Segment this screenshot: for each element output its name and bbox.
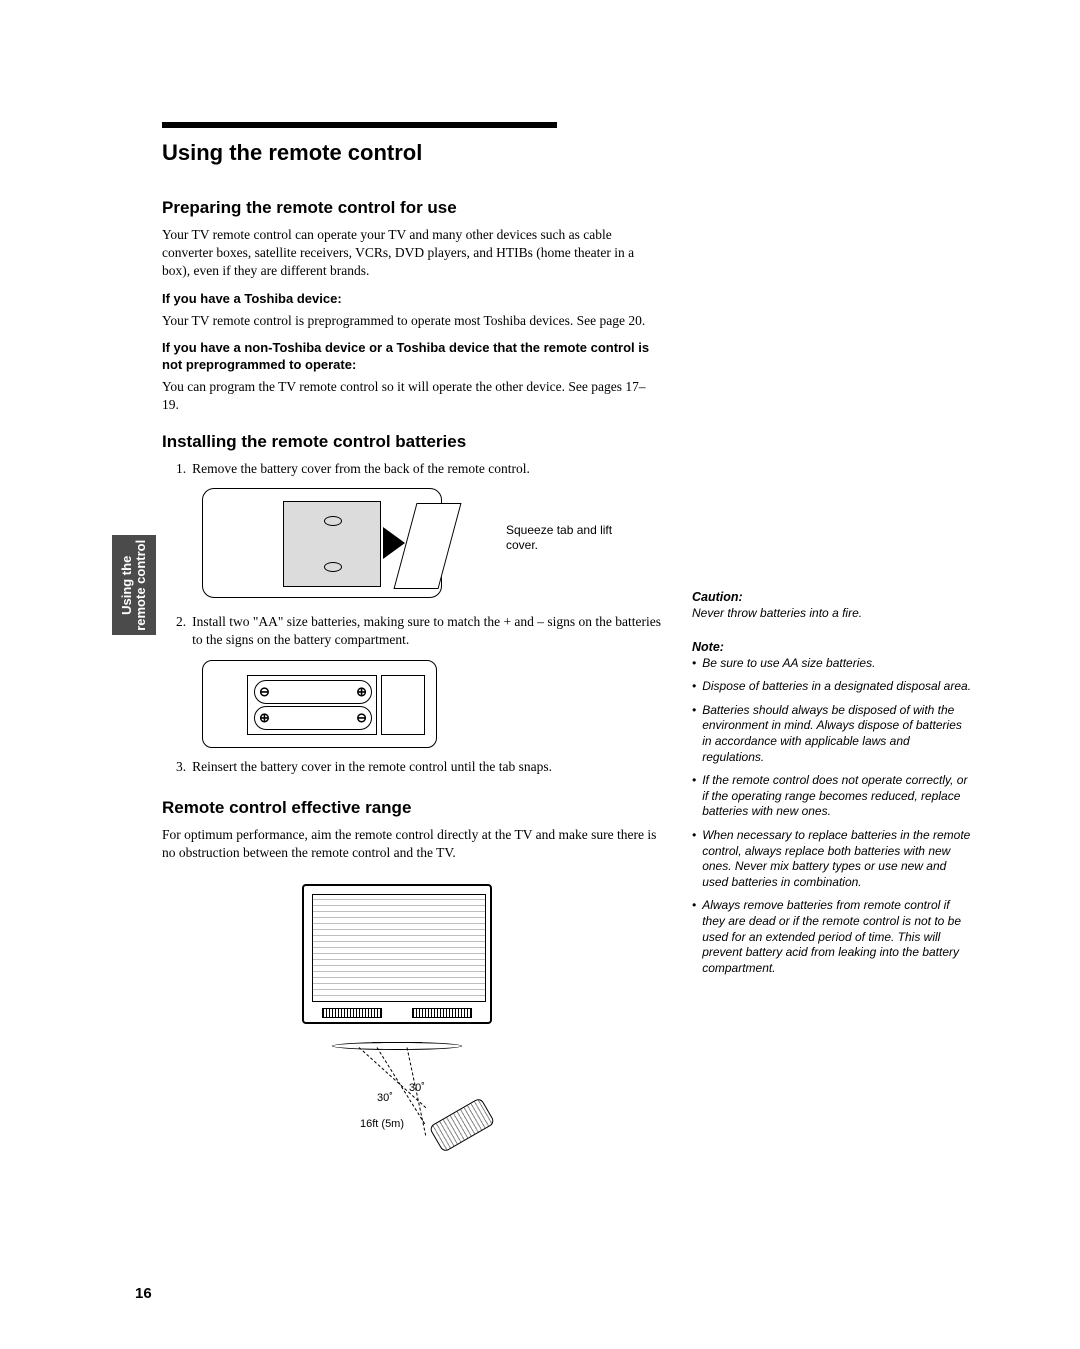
sidebar-tab: Using the remote control (112, 535, 156, 635)
bullet-dot-icon: • (692, 773, 696, 820)
prepare-intro: Your TV remote control can operate your … (162, 226, 662, 281)
caution-heading: Caution: (692, 590, 972, 604)
note-b1: Dispose of batteries in a designated dis… (702, 679, 971, 695)
battery-panel (283, 501, 381, 587)
distance-label: 16ft (5m) (360, 1118, 404, 1130)
plus-icon: ⊕ (356, 684, 367, 700)
prepare-sub1-text: Your TV remote control is preprogrammed … (162, 312, 662, 330)
tab-top-icon (324, 516, 342, 526)
tab-bottom-icon (324, 562, 342, 572)
install-step-1: 1. Remove the battery cover from the bac… (162, 460, 662, 478)
battery-well: ⊖⊕ ⊕⊖ (247, 675, 377, 735)
chapter-title: Using the remote control (162, 140, 662, 166)
chapter-rule (162, 122, 557, 128)
note-bullet: •When necessary to replace batteries in … (692, 828, 972, 890)
sidebar-tab-text: Using the remote control (120, 539, 149, 630)
note-b3: If the remote control does not operate c… (702, 773, 972, 820)
caution-block: Caution: Never throw batteries into a fi… (692, 590, 972, 622)
prepare-sub1-heading: If you have a Toshiba device: (162, 291, 662, 308)
bullet-dot-icon: • (692, 828, 696, 890)
note-b4: When necessary to replace batteries in t… (702, 828, 972, 890)
battery-row-top: ⊖⊕ (254, 680, 372, 704)
note-bullet: •Always remove batteries from remote con… (692, 898, 972, 976)
side-column: Caution: Never throw batteries into a fi… (692, 590, 972, 994)
bullet-dot-icon: • (692, 898, 696, 976)
caution-text: Never throw batteries into a fire. (692, 606, 972, 622)
note-block: Note: • Be sure to use AA size batteries.… (692, 640, 972, 977)
list-num: 3. (176, 758, 186, 776)
prepare-heading: Preparing the remote control for use (162, 198, 662, 218)
install-step3-text: Reinsert the battery cover in the remote… (192, 758, 552, 776)
figure-batteries: ⊖⊕ ⊕⊖ (202, 660, 662, 748)
figure-tv-range: 30˚ 30˚ 16ft (5m) (242, 872, 662, 1152)
lid-open (381, 675, 425, 735)
tv-screen (312, 894, 486, 1002)
note-b2: Batteries should always be disposed of w… (702, 703, 972, 765)
figure-callout: Squeeze tab and lift cover. (506, 523, 636, 553)
install-step2-text: Install two "AA" size batteries, making … (192, 613, 662, 649)
angle-left-label: 30˚ (377, 1092, 393, 1104)
note-b0: Be sure to use AA size batteries. (702, 656, 875, 672)
remote-batteries-outline: ⊖⊕ ⊕⊖ (202, 660, 437, 748)
note-bullet: • Dispose of batteries in a designated di… (692, 679, 972, 695)
bullet-dot-icon: • (692, 679, 696, 695)
list-num: 1. (176, 460, 186, 478)
note-heading: Note: (692, 640, 972, 654)
prepare-sub2-heading: If you have a non-Toshiba device or a To… (162, 340, 662, 374)
tv-stand (372, 1024, 422, 1044)
install-step-2: 2. Install two "AA" size batteries, maki… (162, 613, 662, 649)
plus-icon: ⊕ (259, 710, 270, 726)
angle-right-label: 30˚ (409, 1082, 425, 1094)
bullet-dot-icon: • (692, 656, 696, 672)
page-number: 16 (135, 1285, 152, 1302)
tv-scene: 30˚ 30˚ 16ft (5m) (242, 872, 552, 1152)
tv-speaker-right (412, 1008, 472, 1018)
main-column: Using the remote control Preparing the r… (162, 140, 662, 1162)
note-bullet: •If the remote control does not operate … (692, 773, 972, 820)
install-step1-text: Remove the battery cover from the back o… (192, 460, 530, 478)
note-bullet: •Batteries should always be disposed of … (692, 703, 972, 765)
minus-icon: ⊖ (259, 684, 270, 700)
sidebar-line1: Using the (119, 555, 134, 614)
range-text: For optimum performance, aim the remote … (162, 826, 662, 862)
bullet-dot-icon: • (692, 703, 696, 765)
install-step-3: 3. Reinsert the battery cover in the rem… (162, 758, 662, 776)
list-num: 2. (176, 613, 186, 649)
note-bullet: • Be sure to use AA size batteries. (692, 656, 972, 672)
sidebar-line2: remote control (133, 539, 148, 630)
install-heading: Installing the remote control batteries (162, 432, 662, 452)
tv-speaker-left (322, 1008, 382, 1018)
figure-remote-back: Squeeze tab and lift cover. (202, 488, 662, 603)
note-b5: Always remove batteries from remote cont… (702, 898, 972, 976)
content: Using the remote control Preparing the r… (162, 140, 952, 1162)
battery-row-bottom: ⊕⊖ (254, 706, 372, 730)
remote-outline (202, 488, 442, 598)
prepare-sub2-text: You can program the TV remote control so… (162, 378, 662, 414)
signal-cone (367, 1047, 447, 1127)
minus-icon: ⊖ (356, 710, 367, 726)
tv-body (302, 884, 492, 1024)
range-heading: Remote control effective range (162, 798, 662, 818)
